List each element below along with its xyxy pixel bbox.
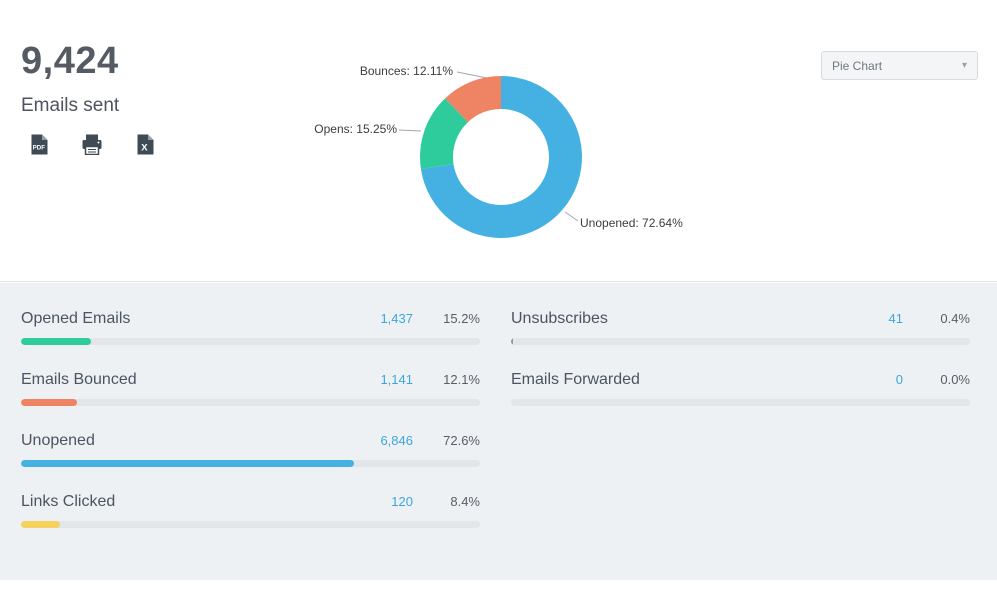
svg-text:PDF: PDF	[32, 144, 45, 151]
chart-label-bounces: Bounces: 12.11%	[359, 64, 453, 78]
stat-progress-track	[21, 399, 480, 406]
stat-progress-fill	[21, 460, 355, 467]
stat-progress-track	[21, 338, 480, 345]
chevron-down-icon: ▾	[961, 60, 967, 71]
callout-line-bounces	[456, 71, 488, 79]
stat-progress-track	[511, 399, 970, 406]
stat-row: Opened Emails 1,437 15.2%	[21, 310, 480, 345]
stat-percent: 8.4%	[450, 494, 480, 509]
callout-line-opens	[398, 129, 422, 132]
stats-column-right: Unsubscribes 41 0.4% Emails Forwarded 0 0.0%	[511, 310, 970, 580]
stat-label: Unsubscribes	[511, 310, 608, 327]
stat-row: Emails Forwarded 0 0.0%	[511, 371, 970, 406]
stat-percent: 0.4%	[940, 311, 970, 326]
stat-label: Links Clicked	[21, 493, 116, 510]
stat-percent: 72.6%	[443, 433, 480, 448]
stat-row: Links Clicked 120 8.4%	[21, 493, 480, 528]
svg-text:X: X	[141, 142, 148, 153]
stat-percent: 12.1%	[443, 372, 480, 387]
stat-value[interactable]: 6,846	[380, 433, 413, 448]
stat-progress-track	[21, 521, 480, 528]
stat-row: Emails Bounced 1,141 12.1%	[21, 371, 480, 406]
chart-type-value: Pie Chart	[832, 58, 883, 73]
chart-label-opens: Opens: 15.25%	[314, 122, 397, 136]
stat-progress-fill	[21, 338, 91, 345]
stat-percent: 15.2%	[443, 311, 480, 326]
stat-value[interactable]: 41	[888, 311, 903, 326]
stat-progress-fill	[511, 338, 513, 345]
stat-progress-track	[511, 338, 970, 345]
donut-segment-opens[interactable]	[420, 98, 468, 169]
stat-label: Emails Forwarded	[511, 371, 640, 388]
export-toolbar: PDF X	[26, 132, 158, 156]
stat-progress-fill	[21, 399, 77, 406]
stat-progress-fill	[21, 521, 60, 528]
donut-chart	[398, 71, 582, 239]
stat-label: Unopened	[21, 432, 95, 449]
callout-line-unopened	[564, 211, 579, 222]
emails-sent-count: 9,424	[21, 40, 119, 82]
stat-row: Unsubscribes 41 0.4%	[511, 310, 970, 345]
stat-value[interactable]: 0	[895, 372, 903, 387]
footer-strip	[0, 580, 997, 609]
donut-segment-bounces[interactable]	[445, 76, 501, 123]
emails-sent-label: Emails sent	[21, 95, 120, 116]
summary-card: 9,424 Emails sent PDF	[0, 0, 997, 282]
chart-label-unopened: Unopened: 72.64%	[580, 216, 683, 230]
stat-value[interactable]: 120	[391, 494, 413, 509]
stat-label: Opened Emails	[21, 310, 131, 327]
stat-row: Unopened 6,846 72.6%	[21, 432, 480, 467]
print-icon[interactable]	[79, 132, 105, 156]
stat-label: Emails Bounced	[21, 371, 137, 388]
pdf-export-icon[interactable]: PDF	[26, 132, 52, 156]
stat-value[interactable]: 1,437	[380, 311, 413, 326]
stats-section: Opened Emails 1,437 15.2% Emails Bounced 1,1…	[0, 283, 997, 580]
stat-progress-track	[21, 460, 480, 467]
chart-type-select[interactable]: Pie Chart ▾	[821, 51, 978, 80]
stat-percent: 0.0%	[940, 372, 970, 387]
donut-segment-unopened[interactable]	[420, 76, 582, 239]
excel-export-icon[interactable]: X	[132, 132, 158, 156]
stats-column-left: Opened Emails 1,437 15.2% Emails Bounced 1,1…	[21, 310, 480, 580]
stat-value[interactable]: 1,141	[380, 372, 413, 387]
